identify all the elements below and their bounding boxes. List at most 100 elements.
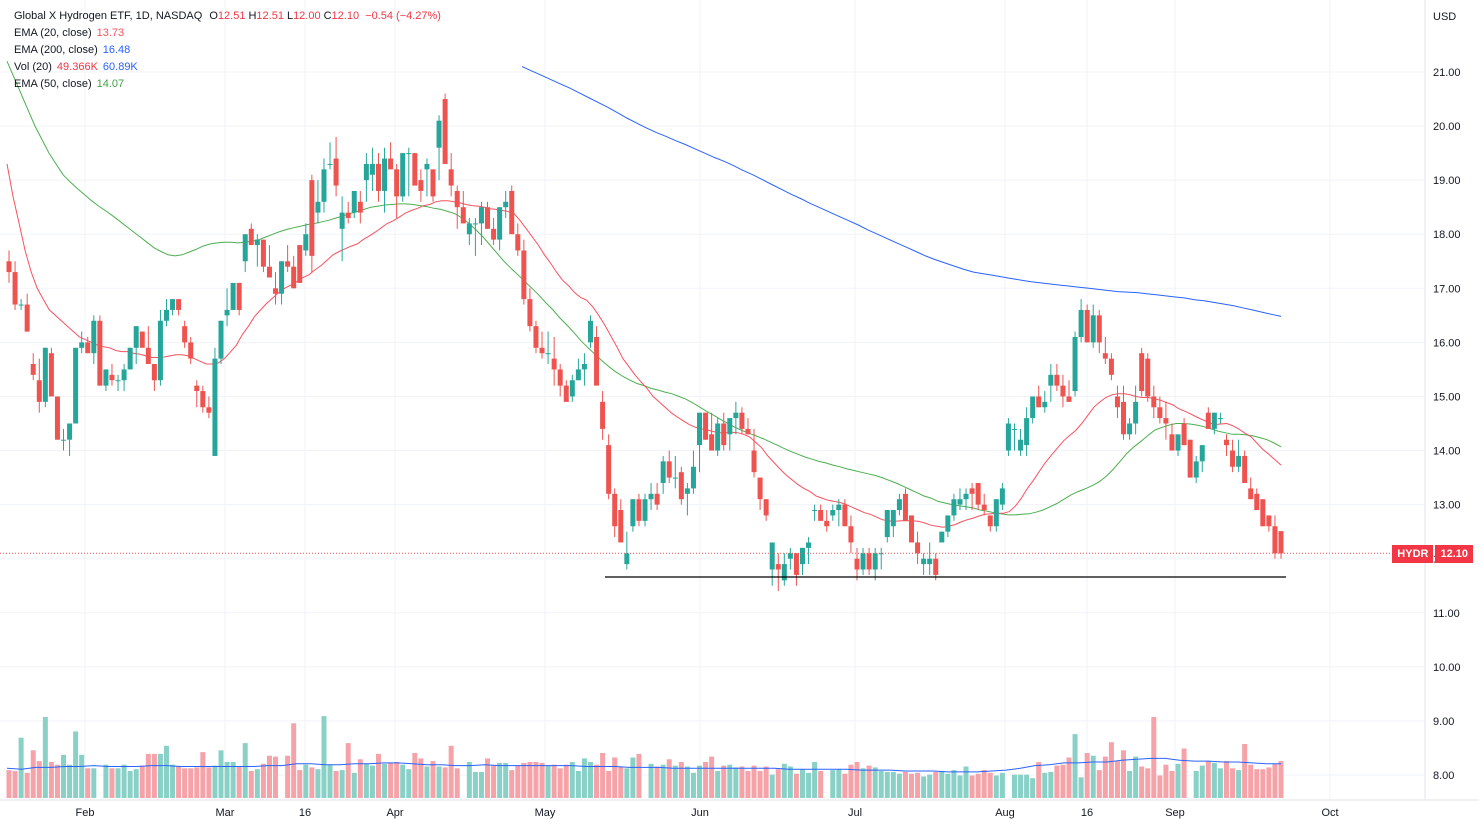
- candle[interactable]: [6, 250, 12, 283]
- candle[interactable]: [12, 261, 18, 310]
- candle[interactable]: [902, 488, 908, 521]
- candle[interactable]: [327, 142, 333, 170]
- candle[interactable]: [1018, 428, 1024, 456]
- candle[interactable]: [618, 499, 624, 543]
- candle[interactable]: [182, 320, 188, 348]
- candle[interactable]: [854, 547, 860, 581]
- candle[interactable]: [915, 531, 921, 565]
- candle[interactable]: [612, 488, 618, 538]
- candle[interactable]: [842, 499, 848, 527]
- candle[interactable]: [1236, 439, 1242, 473]
- candle[interactable]: [1278, 531, 1284, 559]
- candle[interactable]: [54, 396, 60, 440]
- candle[interactable]: [1248, 477, 1254, 500]
- candle[interactable]: [987, 515, 993, 532]
- candle[interactable]: [1266, 515, 1272, 532]
- candle[interactable]: [733, 401, 739, 435]
- candle[interactable]: [145, 326, 151, 365]
- candle[interactable]: [981, 493, 987, 516]
- candle[interactable]: [503, 190, 509, 219]
- candle[interactable]: [890, 510, 896, 538]
- candle[interactable]: [569, 374, 575, 402]
- candle[interactable]: [375, 153, 381, 202]
- candle[interactable]: [339, 196, 345, 262]
- candle[interactable]: [727, 418, 733, 451]
- candle[interactable]: [279, 261, 285, 305]
- candle[interactable]: [806, 537, 812, 565]
- candle[interactable]: [36, 358, 42, 413]
- candle[interactable]: [642, 493, 648, 527]
- candle[interactable]: [678, 466, 684, 505]
- candle[interactable]: [224, 288, 230, 327]
- candle[interactable]: [648, 482, 654, 511]
- candle[interactable]: [351, 190, 357, 219]
- candle[interactable]: [606, 434, 612, 500]
- candle[interactable]: [1036, 385, 1042, 408]
- candle[interactable]: [1163, 401, 1169, 440]
- candle[interactable]: [1102, 336, 1108, 365]
- candle[interactable]: [787, 547, 793, 570]
- candle[interactable]: [1254, 488, 1260, 511]
- candle[interactable]: [139, 331, 145, 348]
- candle[interactable]: [478, 201, 484, 246]
- candle[interactable]: [551, 336, 557, 386]
- candle[interactable]: [357, 190, 363, 224]
- candle[interactable]: [109, 364, 115, 386]
- candle[interactable]: [1260, 499, 1266, 527]
- candle[interactable]: [30, 353, 36, 381]
- candle[interactable]: [993, 499, 999, 532]
- candle[interactable]: [1030, 396, 1036, 424]
- candle[interactable]: [927, 542, 933, 575]
- candle[interactable]: [884, 510, 890, 543]
- candle[interactable]: [848, 515, 854, 554]
- candle[interactable]: [872, 547, 878, 581]
- candle[interactable]: [491, 218, 497, 246]
- indicator-row[interactable]: EMA (50, close) 14.07: [14, 76, 441, 93]
- candle[interactable]: [860, 547, 866, 575]
- candle[interactable]: [866, 547, 872, 575]
- candle[interactable]: [266, 245, 272, 278]
- candle[interactable]: [382, 147, 388, 213]
- candle[interactable]: [333, 136, 339, 197]
- candle[interactable]: [533, 320, 539, 354]
- candle[interactable]: [188, 336, 194, 365]
- candle[interactable]: [1066, 380, 1072, 402]
- candle[interactable]: [230, 282, 236, 310]
- candle[interactable]: [1114, 385, 1120, 419]
- candle[interactable]: [85, 336, 91, 354]
- candle[interactable]: [363, 153, 369, 202]
- candle[interactable]: [1139, 347, 1145, 397]
- candle[interactable]: [1133, 385, 1139, 435]
- candle[interactable]: [999, 482, 1005, 511]
- candle[interactable]: [1169, 423, 1175, 451]
- candle[interactable]: [133, 326, 139, 365]
- indicator-row[interactable]: Vol (20) 49.366K 60.89K: [14, 59, 441, 76]
- candle[interactable]: [697, 412, 703, 473]
- candle[interactable]: [1121, 385, 1127, 440]
- candle[interactable]: [442, 93, 448, 164]
- candle[interactable]: [18, 299, 24, 310]
- candle[interactable]: [297, 245, 303, 283]
- candle[interactable]: [660, 455, 666, 494]
- candle[interactable]: [448, 153, 454, 197]
- candle[interactable]: [521, 239, 527, 305]
- candle[interactable]: [672, 455, 678, 489]
- candle[interactable]: [587, 315, 593, 348]
- candle[interactable]: [933, 553, 939, 581]
- candle[interactable]: [563, 380, 569, 402]
- candle[interactable]: [1193, 455, 1199, 483]
- candle[interactable]: [79, 331, 85, 354]
- candle[interactable]: [1217, 412, 1223, 424]
- candle[interactable]: [769, 542, 775, 586]
- candle[interactable]: [466, 218, 472, 246]
- candle[interactable]: [963, 488, 969, 511]
- candle[interactable]: [721, 412, 727, 451]
- indicator-row[interactable]: EMA (20, close) 13.73: [14, 25, 441, 42]
- candle[interactable]: [1108, 353, 1114, 381]
- candle[interactable]: [1005, 418, 1011, 456]
- candle[interactable]: [630, 499, 636, 532]
- candle[interactable]: [260, 239, 266, 273]
- candle[interactable]: [703, 412, 709, 440]
- candle[interactable]: [939, 531, 945, 543]
- candle[interactable]: [394, 163, 400, 219]
